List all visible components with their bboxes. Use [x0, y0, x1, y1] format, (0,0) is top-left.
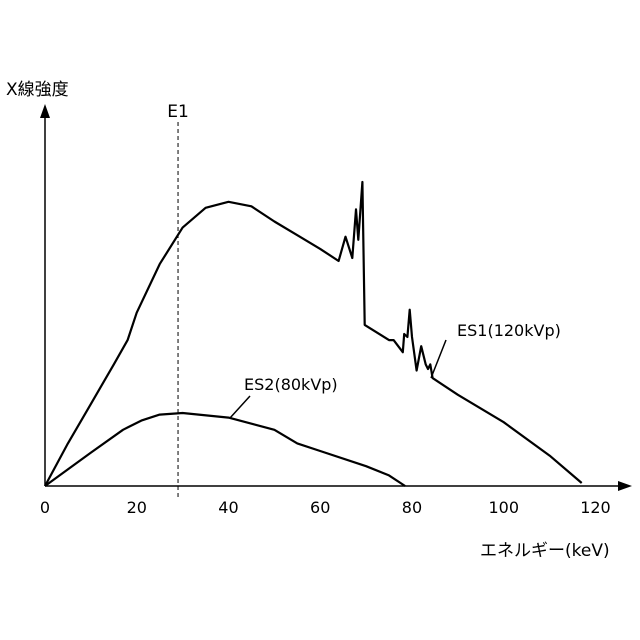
x-tick-label: 100 — [488, 498, 519, 517]
axes — [40, 104, 632, 491]
x-axis-label: エネルギー(keV) — [480, 541, 610, 561]
series-line-2 — [45, 413, 405, 486]
series-leader-1 — [431, 340, 446, 378]
x-tick-label: 60 — [310, 498, 330, 517]
x-tick-label: 80 — [402, 498, 422, 517]
x-tick-label: 120 — [580, 498, 611, 517]
x-tick-label: 40 — [218, 498, 238, 517]
annotations: E1 — [167, 102, 189, 500]
x-tick-labels: 0 20 40 60 80 100 120 — [40, 498, 611, 517]
series-label-2: ES2(80kVp) — [244, 375, 338, 394]
x-tick-label: 20 — [127, 498, 147, 517]
series-labels: ES1(120kVp) ES2(80kVp) — [230, 321, 561, 418]
series-leader-2 — [230, 396, 250, 418]
e1-label: E1 — [167, 102, 189, 122]
x-tick-label: 0 — [40, 498, 50, 517]
y-axis-label: X線強度 — [6, 80, 69, 100]
y-axis-arrow — [40, 104, 50, 118]
x-axis-arrow — [618, 481, 632, 491]
series-label-1: ES1(120kVp) — [457, 321, 561, 340]
